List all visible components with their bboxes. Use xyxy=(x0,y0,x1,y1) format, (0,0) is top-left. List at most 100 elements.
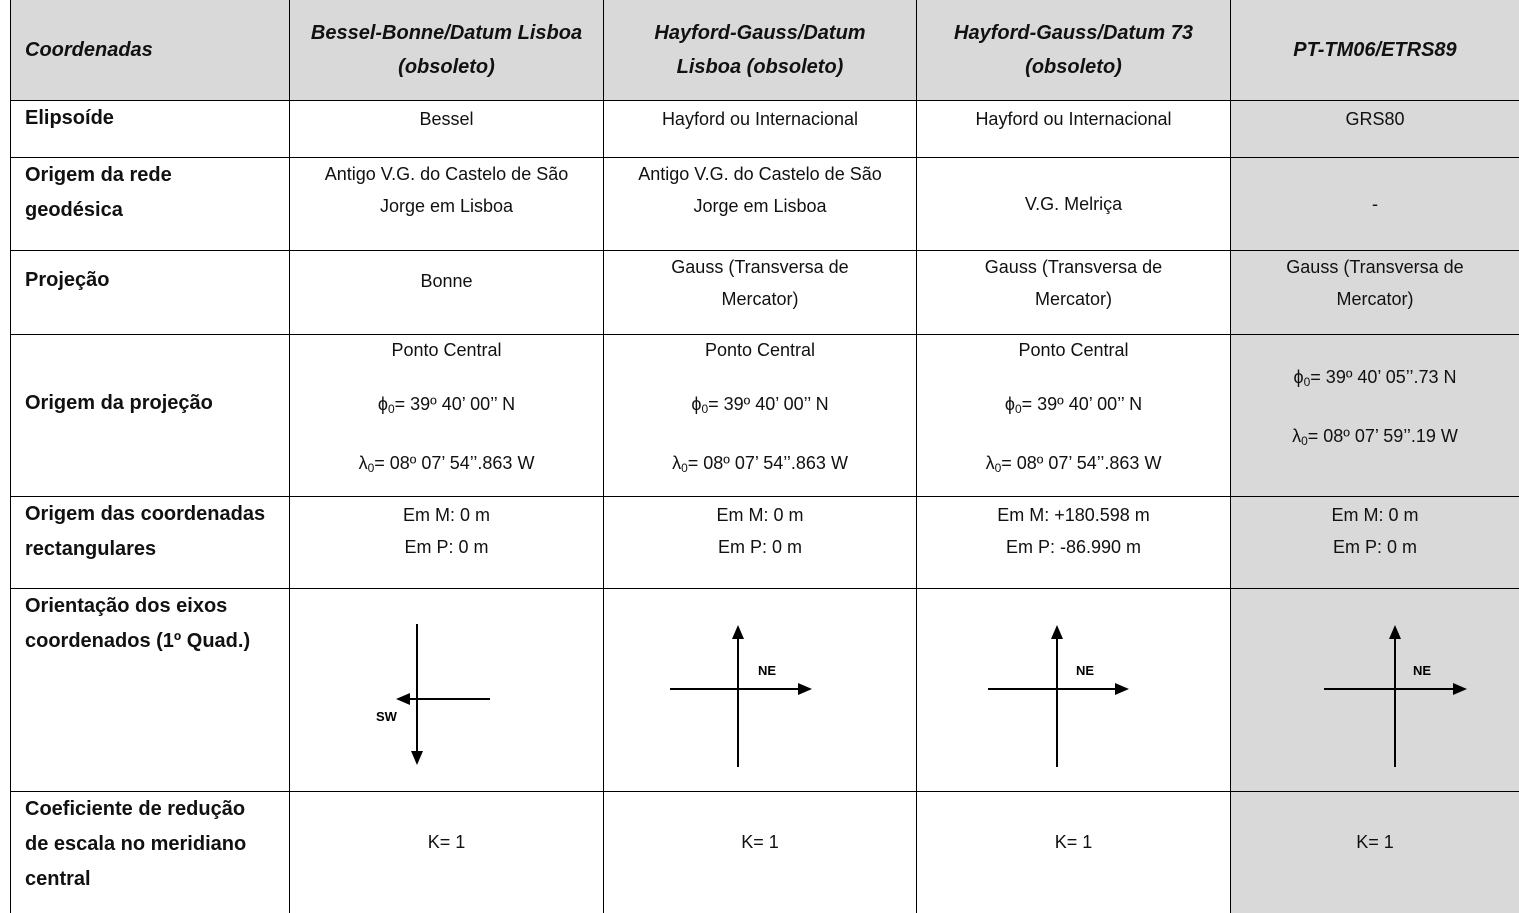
header-col1-line2: (obsoleto) xyxy=(398,56,495,78)
header-coordenadas-text: Coordenadas xyxy=(25,39,153,61)
value-cell: ϕ0= 39º 40’ 05’’.73 N λ0= 08º 07’ 59’’.1… xyxy=(1230,335,1519,496)
header-coordenadas: Coordenadas xyxy=(10,0,289,100)
value-cell: Antigo V.G. do Castelo de São Jorge em L… xyxy=(603,158,916,250)
lambda-value: λ0= 08º 07’ 54’’.863 W xyxy=(986,436,1162,495)
lambda-symbol: λ xyxy=(985,453,995,473)
em-m: Em M: 0 m xyxy=(716,505,804,525)
ne-axes-icon: NE xyxy=(988,625,1129,767)
value-cell: - xyxy=(1230,158,1519,250)
phi-value: ϕ0= 39º 40’ 05’’.73 N xyxy=(1294,350,1457,409)
lambda-value: λ0= 08º 07’ 54’’.863 W xyxy=(672,436,848,495)
lambda-text: = 08º 07’ 54’’.863 W xyxy=(1001,453,1162,473)
label-line: de escala no meridiano xyxy=(25,833,247,855)
phi-symbol: ϕ xyxy=(691,394,702,414)
phi-value: ϕ0= 39º 40’ 00’’ N xyxy=(378,377,515,436)
ponto-central: Ponto Central xyxy=(391,340,502,360)
axis-diagram-ne: NE xyxy=(603,589,916,791)
label-cell: Origem da rede geodésica xyxy=(10,158,289,250)
cell-line: Mercator) xyxy=(1034,289,1112,309)
header-hayford-73: Hayford-Gauss/Datum 73 (obsoleto) xyxy=(916,0,1230,100)
value-cell: Hayford ou Internacional xyxy=(916,101,1230,157)
header-col3-line2: (obsoleto) xyxy=(1025,56,1122,78)
em-p: Em P: -86.990 m xyxy=(1005,537,1142,557)
cell-line: Antigo V.G. do Castelo de São xyxy=(324,164,569,184)
row-coeficiente: Coeficiente de redução de escala no meri… xyxy=(10,792,1519,913)
subscript: 0 xyxy=(367,461,375,475)
phi-value: ϕ0= 39º 40’ 00’’ N xyxy=(691,377,828,436)
axis-diagram-ne: NE xyxy=(1230,589,1519,791)
ne-axes-icon: NE xyxy=(670,625,812,767)
subscript: 0 xyxy=(701,402,709,416)
label-line: Origem da rede xyxy=(25,164,172,186)
value-cell: K= 1 xyxy=(916,792,1230,913)
cell-line: Mercator) xyxy=(1336,289,1414,309)
em-m: Em M: +180.598 m xyxy=(997,505,1150,525)
header-hayford-lisboa: Hayford-Gauss/Datum Lisboa (obsoleto) xyxy=(603,0,916,100)
value-cell: Ponto Central ϕ0= 39º 40’ 00’’ N λ0= 08º… xyxy=(603,335,916,496)
ne-axes-icon: NE xyxy=(1324,625,1467,767)
label-cell: Origem da projeção xyxy=(10,335,289,496)
lambda-text: = 08º 07’ 54’’.863 W xyxy=(687,453,848,473)
cell-value: Hayford ou Internacional xyxy=(661,109,859,129)
label-cell: Elipsoíde xyxy=(10,101,289,157)
lambda-text: = 08º 07’ 59’’.19 W xyxy=(1307,425,1458,446)
value-cell: Gauss (Transversa de Mercator) xyxy=(603,251,916,334)
ne-label: NE xyxy=(1413,663,1431,678)
header-col2-line2: Lisboa (obsoleto) xyxy=(676,56,844,78)
cell-value: K= 1 xyxy=(427,831,466,852)
row-label: Projeção xyxy=(25,269,110,291)
cell-line: Gauss (Transversa de xyxy=(984,257,1163,277)
phi-text: = 39º 40’ 00’’ N xyxy=(708,394,829,414)
cell-line: Gauss (Transversa de xyxy=(671,257,849,277)
phi-value: ϕ0= 39º 40’ 00’’ N xyxy=(1005,377,1142,436)
axis-diagram-ne: NE xyxy=(916,589,1230,791)
label-cell: Coeficiente de redução de escala no meri… xyxy=(10,792,289,913)
phi-text: = 39º 40’ 00’’ N xyxy=(1021,394,1143,414)
sw-axes-icon: SW xyxy=(376,624,490,765)
value-cell: GRS80 xyxy=(1230,101,1519,157)
em-p: Em P: 0 m xyxy=(1332,537,1417,557)
label-line: rectangulares xyxy=(25,538,157,560)
ne-label: NE xyxy=(758,663,776,678)
row-orientacao: Orientação dos eixos coordenados (1º Qua… xyxy=(10,589,1519,792)
header-row: Coordenadas Bessel-Bonne/Datum Lisboa (ob… xyxy=(10,0,1519,101)
header-col4-text: PT-TM06/ETRS89 xyxy=(1293,39,1457,61)
label-line: coordenados (1º Quad.) xyxy=(25,630,251,652)
cell-line: Jorge em Lisboa xyxy=(379,196,514,216)
cell-value: Bessel xyxy=(419,109,474,129)
em-m: Em M: 0 m xyxy=(1331,505,1419,525)
row-label: Coeficiente de redução de escala no meri… xyxy=(11,792,289,897)
row-origem-projecao: Origem da projeção Ponto Central ϕ0= 39º… xyxy=(10,335,1519,497)
value-cell: Gauss (Transversa de Mercator) xyxy=(916,251,1230,334)
em-p: Em P: 0 m xyxy=(717,537,802,557)
phi-text: = 39º 40’ 00’’ N xyxy=(394,394,516,414)
lambda-value: λ0= 08º 07’ 54’’.863 W xyxy=(359,436,535,495)
cell-line: Antigo V.G. do Castelo de São xyxy=(638,164,882,184)
phi-symbol: ϕ xyxy=(1004,394,1015,414)
cell-value: - xyxy=(1372,194,1378,214)
label-cell: Origem das coordenadas rectangulares xyxy=(10,497,289,588)
value-cell: Ponto Central ϕ0= 39º 40’ 00’’ N λ0= 08º… xyxy=(289,335,603,496)
label-line: Orientação dos eixos xyxy=(25,595,228,617)
row-label: Origem da projeção xyxy=(25,392,213,414)
value-cell: Ponto Central ϕ0= 39º 40’ 00’’ N λ0= 08º… xyxy=(916,335,1230,496)
sw-label: SW xyxy=(376,709,398,724)
lambda-value: λ0= 08º 07’ 59’’.19 W xyxy=(1292,409,1458,468)
cell-value: GRS80 xyxy=(1345,109,1405,129)
label-cell: Projeção xyxy=(10,251,289,334)
value-cell: Em M: 0 m Em P: 0 m xyxy=(289,497,603,588)
value-cell: K= 1 xyxy=(1230,792,1519,913)
row-label: Elipsoíde xyxy=(25,107,114,129)
em-p: Em P: 0 m xyxy=(404,537,489,557)
lambda-symbol: λ xyxy=(672,453,682,473)
row-label: Orientação dos eixos coordenados (1º Qua… xyxy=(11,589,289,659)
phi-symbol: ϕ xyxy=(1293,366,1304,387)
lambda-symbol: λ xyxy=(358,453,368,473)
cell-value: K= 1 xyxy=(741,831,779,852)
row-projecao: Projeção Bonne Gauss (Transversa de Merc… xyxy=(10,251,1519,335)
row-label: Origem das coordenadas rectangulares xyxy=(11,497,289,567)
cell-value: V.G. Melriça xyxy=(1024,194,1123,214)
value-cell: Hayford ou Internacional xyxy=(603,101,916,157)
cell-line: Gauss (Transversa de xyxy=(1286,257,1464,277)
cell-value: Bonne xyxy=(420,270,473,291)
